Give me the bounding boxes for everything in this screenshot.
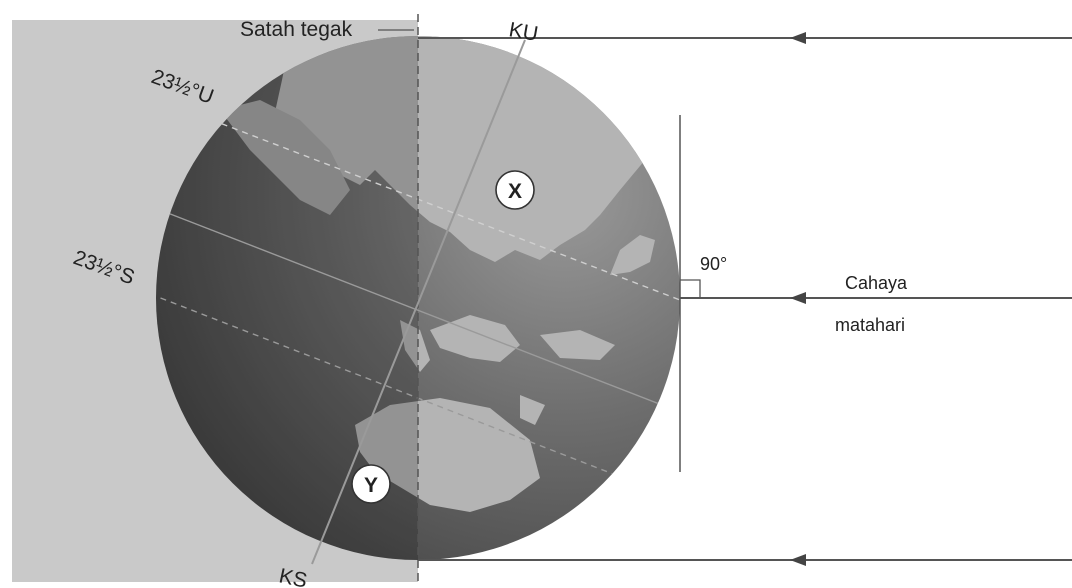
sun-ray-middle-arrow — [790, 292, 806, 304]
japan-land — [610, 235, 655, 275]
sunlight-label-line2: matahari — [835, 315, 905, 335]
svg-text:Y: Y — [364, 474, 378, 497]
earth-axis — [311, 39, 526, 565]
new-guinea-land — [540, 330, 615, 360]
asia-land — [275, 36, 645, 262]
north-pole-label: KU — [507, 18, 540, 46]
sunlight-label-line1: Cahaya — [845, 273, 908, 293]
earth-globe — [156, 36, 680, 560]
australia-land — [355, 398, 540, 512]
tropic-south-line — [156, 289, 680, 501]
point-y-marker: Y — [351, 464, 391, 504]
point-x-marker: X — [495, 170, 535, 210]
right-angle-label: 90° — [700, 254, 727, 274]
sun-ray-top-arrow — [790, 32, 806, 44]
south-pole-label: KS — [277, 564, 309, 588]
india-land — [220, 100, 350, 215]
sumatra-land — [400, 320, 430, 372]
right-angle-marker — [680, 279, 701, 298]
tropic-north-line — [159, 99, 680, 301]
equator-line — [159, 209, 680, 413]
new-zealand-land — [520, 395, 545, 425]
sun-ray-bottom-arrow — [790, 554, 806, 566]
indonesia-land — [430, 315, 520, 362]
svg-text:X: X — [508, 180, 522, 203]
vertical-plane-label: Satah tegak — [240, 18, 353, 41]
